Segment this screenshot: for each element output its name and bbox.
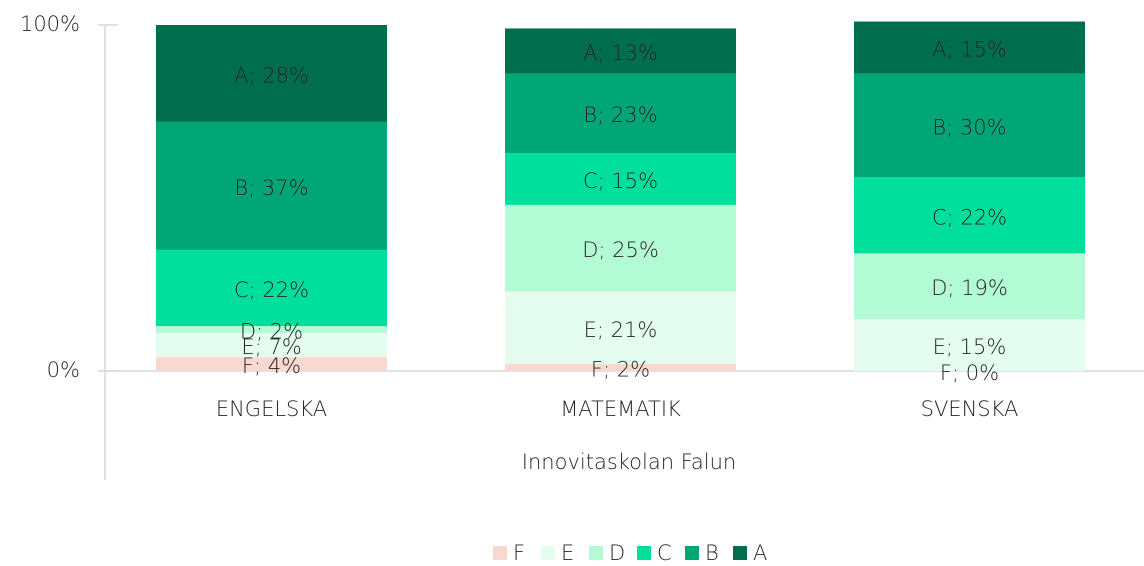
x-axis-title: Innovitaskolan Falun	[522, 450, 736, 474]
legend-swatch	[733, 546, 747, 560]
legend-swatch	[589, 546, 603, 560]
x-tick-label: SVENSKA	[921, 397, 1019, 421]
data-label: D; 2%	[240, 319, 303, 343]
bar-segment	[505, 28, 736, 74]
data-label: F; 4%	[242, 354, 301, 378]
bar-segment	[505, 153, 736, 205]
legend-swatch	[493, 546, 507, 560]
legend-swatch	[637, 546, 651, 560]
bar-segment	[156, 121, 387, 250]
data-label: E; 7%	[241, 335, 301, 359]
legend-label: A	[753, 541, 767, 565]
bar-segment	[854, 253, 1085, 320]
data-label: B; 23%	[583, 103, 657, 127]
bar-segment	[156, 249, 387, 327]
legend-label: E	[561, 541, 574, 565]
data-label: D; 25%	[582, 238, 659, 262]
bar-segment	[854, 21, 1085, 74]
y-tick-label: 100%	[20, 12, 80, 36]
bar-segment	[505, 364, 736, 371]
legend-label: D	[609, 541, 625, 565]
bar-segment	[854, 319, 1085, 371]
data-label: E; 15%	[933, 335, 1007, 359]
bar-segment	[156, 357, 387, 371]
bar-segment	[505, 73, 736, 154]
data-label: C; 22%	[932, 205, 1007, 229]
data-label: B; 30%	[932, 115, 1006, 139]
legend-swatch	[685, 546, 699, 560]
data-label: A; 15%	[932, 37, 1007, 61]
data-label: A; 28%	[234, 63, 309, 87]
data-label: D; 19%	[931, 276, 1008, 300]
x-tick-label: MATEMATIK	[560, 397, 681, 421]
data-label: B; 37%	[234, 176, 308, 200]
bar-segment	[854, 73, 1085, 178]
data-label: F; 2%	[591, 358, 650, 382]
x-tick-label: ENGELSKA	[216, 397, 327, 421]
legend-swatch	[541, 546, 555, 560]
bar-segment	[505, 204, 736, 292]
legend-label: B	[705, 541, 719, 565]
bar-segment	[156, 326, 387, 333]
bar-segment	[156, 25, 387, 122]
y-tick-label: 0%	[47, 358, 80, 382]
data-label: A; 13%	[583, 41, 658, 65]
data-label: C; 22%	[234, 278, 309, 302]
legend-label: F	[513, 541, 525, 565]
data-label: C; 15%	[583, 169, 658, 193]
data-label: E; 21%	[584, 318, 658, 342]
bar-segment	[505, 291, 736, 365]
bar-segment	[854, 177, 1085, 254]
data-label: F; 0%	[940, 361, 999, 385]
legend-label: C	[657, 541, 672, 565]
bar-segment	[156, 332, 387, 358]
